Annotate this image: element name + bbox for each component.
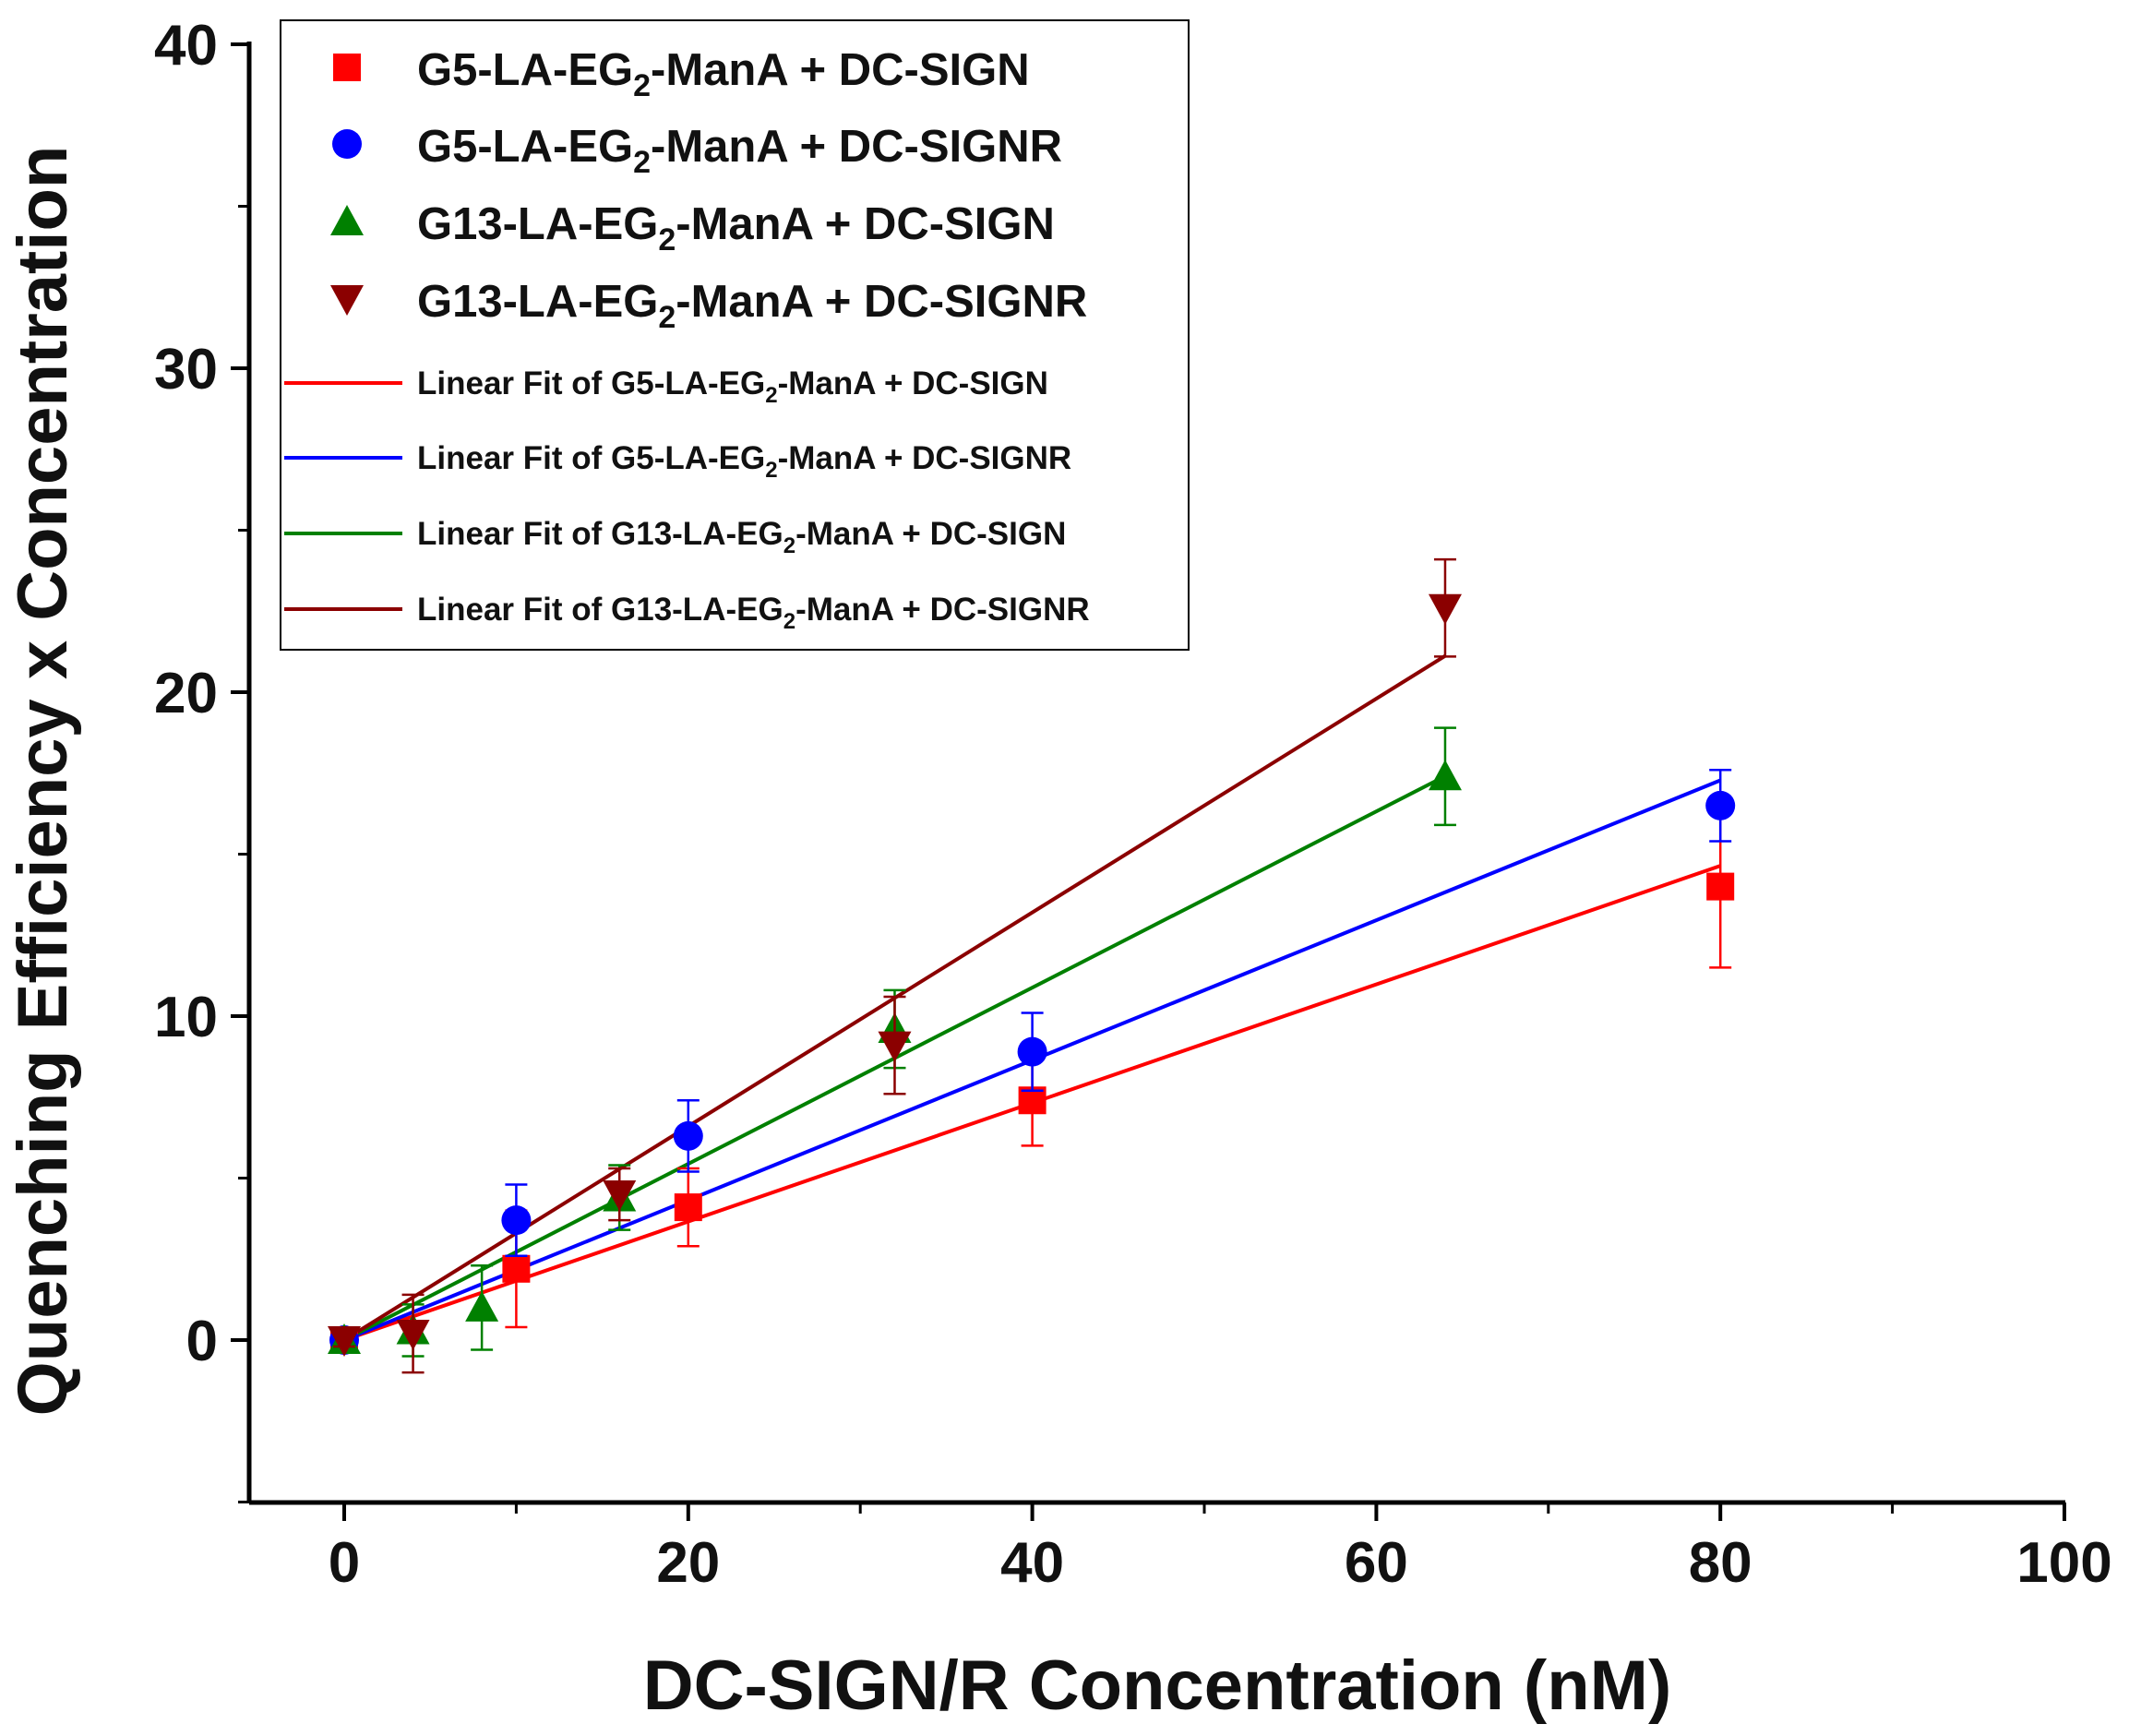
y-tick-label: 0: [186, 1310, 218, 1373]
y-tick-label: 30: [154, 338, 218, 401]
y-tick-label: 40: [154, 14, 218, 78]
data-point: [1705, 790, 1736, 820]
data-point: [878, 1031, 912, 1062]
legend-label-4: G13-LA-EG2-ManA + DC-SIGNR: [417, 277, 1087, 335]
y-tick-label: 10: [154, 986, 218, 1049]
series-4: [328, 557, 1462, 1374]
legend-label-2: G5-LA-EG2-ManA + DC-SIGNR: [417, 122, 1062, 180]
legend-marker-4: [330, 285, 364, 316]
legend-fit-label-1: Linear Fit of G5-LA-EG2-ManA + DC-SIGN: [417, 365, 1048, 408]
x-axis-label: DC-SIGN/R Concentration (nM): [643, 1646, 1672, 1725]
data-point: [1428, 593, 1462, 625]
legend-fit-label-4: Linear Fit of G13-LA-EG2-ManA + DC-SIGNR: [417, 592, 1090, 634]
x-tick-label: 20: [656, 1531, 720, 1595]
x-tick-label: 0: [329, 1531, 360, 1595]
legend-box: [280, 19, 1190, 651]
legend-marker-3: [330, 205, 364, 235]
legend-fit-label-2: Linear Fit of G5-LA-EG2-ManA + DC-SIGNR: [417, 440, 1071, 483]
data-point: [502, 1254, 531, 1283]
data-point: [328, 1326, 361, 1357]
x-tick-label: 80: [1689, 1531, 1752, 1595]
series-2: [329, 768, 1736, 1355]
x-tick-label: 60: [1345, 1531, 1408, 1595]
plot-area: [328, 557, 1736, 1374]
data-point: [1428, 760, 1462, 791]
data-point: [1706, 872, 1735, 901]
legend-label-3: G13-LA-EG2-ManA + DC-SIGN: [417, 199, 1055, 257]
data-point: [501, 1205, 532, 1236]
y-tick-label: 20: [154, 662, 218, 725]
data-point: [465, 1290, 499, 1322]
legend-marker-2: [332, 129, 362, 159]
legend-fit-label-3: Linear Fit of G13-LA-EG2-ManA + DC-SIGN: [417, 516, 1066, 558]
data-point: [1017, 1036, 1047, 1067]
x-tick-label: 100: [2016, 1531, 2111, 1595]
axes: 0 20 40 60 80 100 0 10 20 30 40: [154, 14, 2112, 1595]
data-point: [396, 1319, 430, 1350]
y-axis-label: Quenching Efficiency x Concentration: [4, 146, 82, 1417]
legend-label-1: G5-LA-EG2-ManA + DC-SIGN: [417, 45, 1030, 103]
legend: G5-LA-EG2-ManA + DC-SIGN G5-LA-EG2-ManA +…: [280, 19, 1190, 651]
data-point: [674, 1193, 702, 1222]
data-point: [603, 1180, 637, 1212]
x-tick-label: 40: [1000, 1531, 1064, 1595]
legend-marker-1: [333, 54, 361, 81]
data-point: [673, 1120, 703, 1151]
